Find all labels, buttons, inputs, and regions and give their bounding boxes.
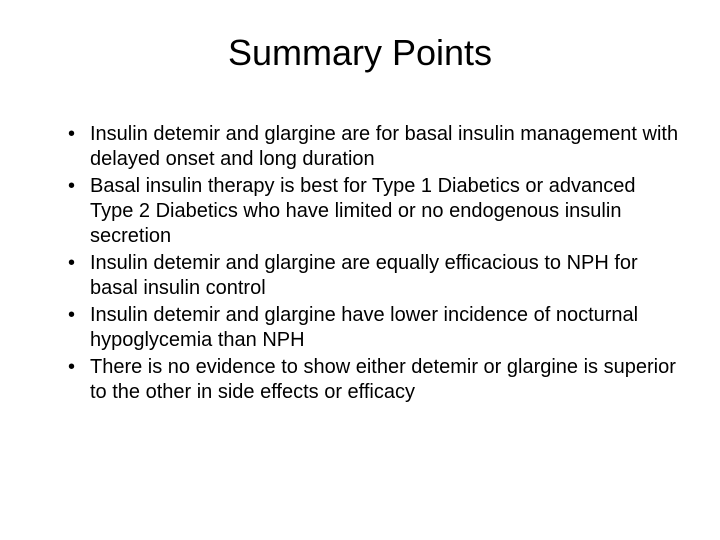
list-item: Insulin detemir and glargine are equally…	[68, 251, 680, 301]
slide-container: Summary Points Insulin detemir and glarg…	[0, 0, 720, 540]
list-item: Insulin detemir and glargine have lower …	[68, 303, 680, 353]
bullet-list: Insulin detemir and glargine are for bas…	[40, 122, 680, 405]
list-item: Insulin detemir and glargine are for bas…	[68, 122, 680, 172]
list-item: Basal insulin therapy is best for Type 1…	[68, 174, 680, 249]
list-item: There is no evidence to show either dete…	[68, 355, 680, 405]
slide-title: Summary Points	[40, 32, 680, 74]
